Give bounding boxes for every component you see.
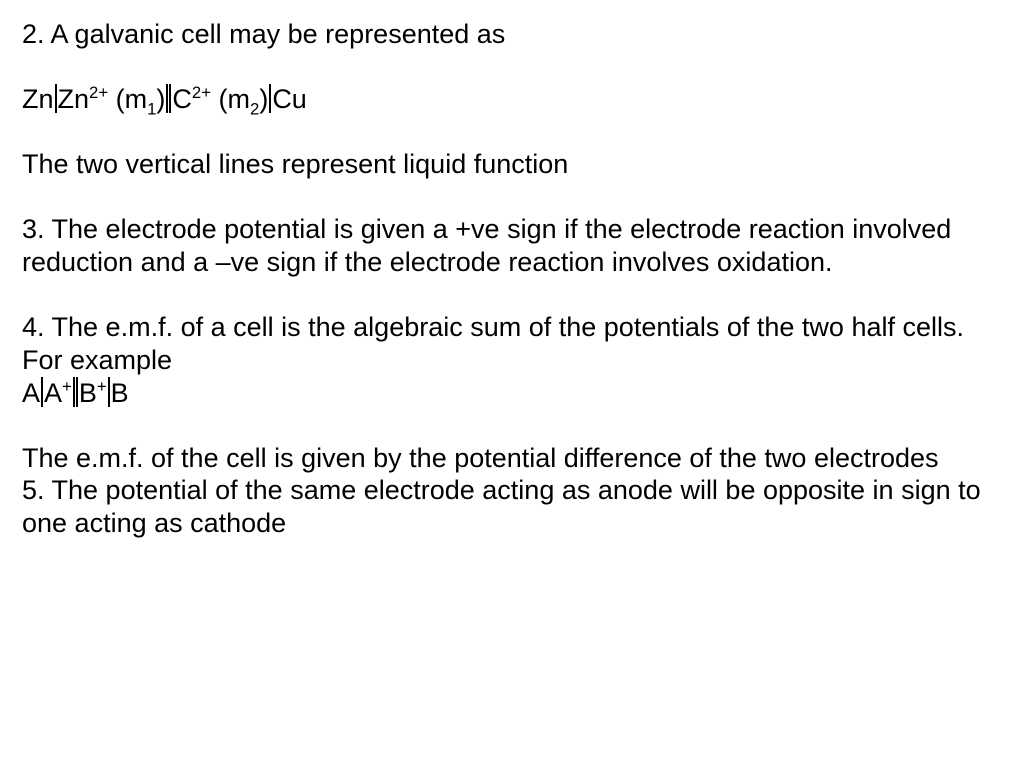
notation-seg: Zn: [22, 84, 54, 114]
item-4-line1: 4. The e.m.f. of a cell is the algebraic…: [22, 311, 1002, 377]
item-2-notation: ZnZn2+ (m1)C2+ (m2)Cu: [22, 83, 1002, 116]
notation-seg: Cu: [272, 84, 307, 114]
item-2-explanation: The two vertical lines represent liquid …: [22, 148, 1002, 181]
notation-seg: B: [79, 378, 97, 408]
vertical-bar-icon: [108, 377, 110, 407]
notation-seg: Zn: [58, 84, 90, 114]
notation-seg: ): [156, 84, 165, 114]
double-vertical-bar-icon: [166, 84, 171, 114]
superscript: +: [62, 377, 72, 396]
item-3-text: 3. The electrode potential is given a +v…: [22, 213, 1002, 279]
double-vertical-bar-icon: [73, 377, 78, 407]
notation-seg: C: [172, 84, 192, 114]
notation-seg: A: [22, 378, 40, 408]
notation-seg: (m: [211, 84, 250, 114]
item-4-notation: AA+B+B: [22, 377, 1002, 410]
item-5-text: 5. The potential of the same electrode a…: [22, 474, 1002, 540]
vertical-bar-icon: [269, 84, 271, 114]
superscript: 2+: [89, 83, 108, 102]
item-2-heading: 2. A galvanic cell may be represented as: [22, 18, 1002, 51]
superscript: +: [97, 377, 107, 396]
notation-seg: ): [259, 84, 268, 114]
subscript: 2: [250, 99, 259, 118]
vertical-bar-icon: [55, 84, 57, 114]
notation-seg: (m: [108, 84, 147, 114]
item-4-explanation: The e.m.f. of the cell is given by the p…: [22, 442, 1002, 475]
notation-seg: A: [44, 378, 62, 408]
vertical-bar-icon: [41, 377, 43, 407]
notation-seg: B: [111, 378, 129, 408]
superscript: 2+: [192, 83, 211, 102]
